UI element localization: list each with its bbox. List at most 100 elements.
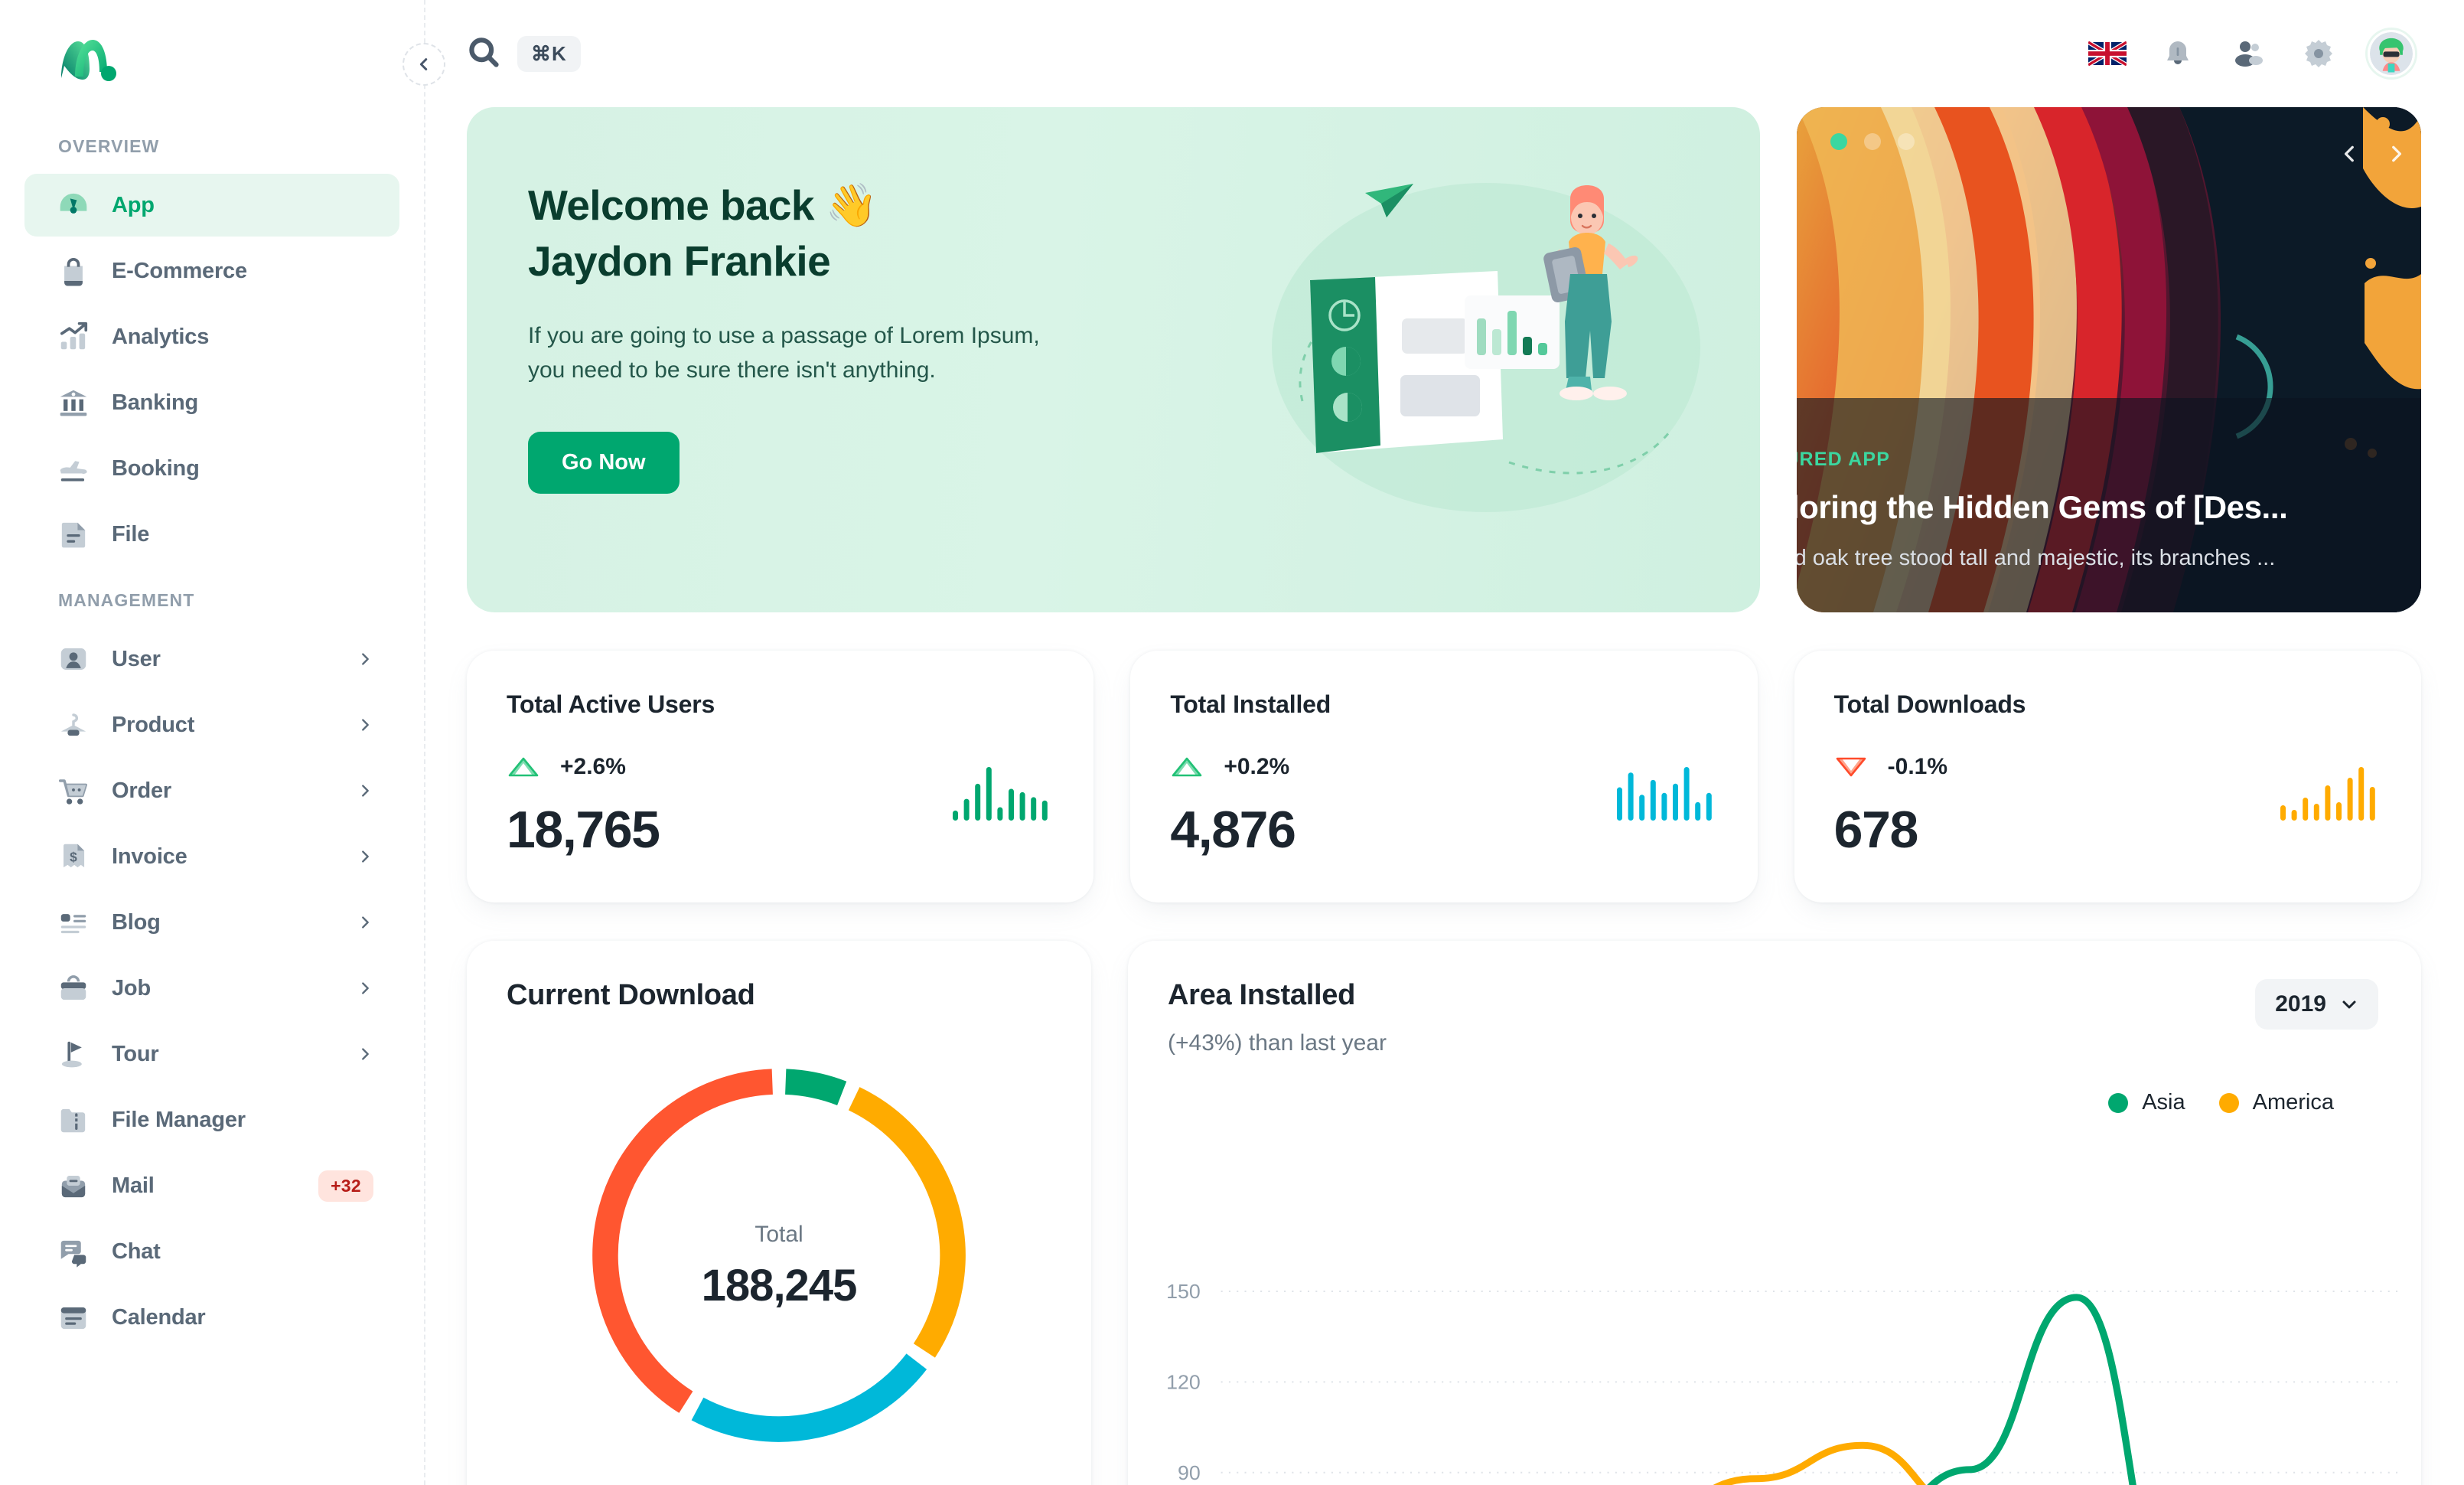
- topbar: ⌘K: [425, 0, 2464, 107]
- sidebar-item-label: Tour: [112, 1041, 159, 1066]
- kpi-card-total-active-users: Total Active Users +2.6% 18,765: [467, 651, 1094, 902]
- kpi-card-total-installed: Total Installed +0.2% 4,876: [1130, 651, 1758, 902]
- sidebar-item-mail[interactable]: Mail +32: [24, 1154, 399, 1217]
- carousel-dot-3[interactable]: [1898, 133, 1915, 150]
- sidebar-item-chat[interactable]: Chat: [24, 1220, 399, 1283]
- minimal-logo-icon: [61, 40, 116, 81]
- sidebar-item-label: Calendar: [112, 1304, 206, 1330]
- search-shortcut-badge: ⌘K: [517, 35, 581, 72]
- carousel-dot-2[interactable]: [1864, 133, 1881, 150]
- sidebar-item-label: Chat: [112, 1239, 161, 1264]
- nav-section-overview-label: OVERVIEW: [58, 136, 160, 156]
- featured-kicker: FEATURED APP: [1797, 449, 1891, 470]
- trend-down-icon: [1834, 756, 1868, 778]
- sidebar-item-file-manager[interactable]: File Manager: [24, 1088, 399, 1151]
- svg-text:120: 120: [1166, 1371, 1201, 1394]
- chart-legend: Asia America: [1168, 1090, 2378, 1115]
- sidebar-item-label: App: [112, 192, 155, 217]
- chevron-right-icon: [357, 914, 373, 931]
- user-icon: [54, 639, 93, 679]
- sidebar-item-booking[interactable]: Booking: [24, 437, 399, 500]
- sidebar-item-product[interactable]: Product: [24, 694, 399, 756]
- bell-notification-icon[interactable]: [2156, 32, 2199, 75]
- sidebar-item-file[interactable]: File: [24, 503, 399, 566]
- featured-description: The old oak tree stood tall and majestic…: [1797, 546, 2276, 570]
- booking-plane-icon: [54, 449, 93, 488]
- kpi-sparkline: [2277, 762, 2377, 824]
- charts-row: Current Download Total 188,245 Area Inst…: [467, 941, 2421, 1485]
- dashboard-content: Welcome back 👋 Jaydon Frankie If you are…: [425, 107, 2464, 1485]
- top-row: Welcome back 👋 Jaydon Frankie If you are…: [467, 107, 2421, 612]
- file-document-icon: [54, 514, 93, 554]
- sidebar-item-tour[interactable]: Tour: [24, 1023, 399, 1085]
- carousel-arrows[interactable]: [2340, 144, 2406, 164]
- chevron-right-icon: [357, 651, 373, 667]
- area-header: Area Installed (+43%) than last year 201…: [1168, 979, 2378, 1056]
- kpi-percent: +2.6%: [560, 754, 626, 779]
- sidebar-item-label: Analytics: [112, 324, 210, 349]
- kpi-percent: +0.2%: [1224, 754, 1290, 779]
- sidebar-item-invoice[interactable]: $ Invoice: [24, 825, 399, 888]
- sidebar-item-label: User: [112, 646, 161, 671]
- main-content: ⌘K: [425, 0, 2464, 1485]
- area-line-chart: 6090120150: [1128, 1278, 2421, 1485]
- chevron-right-icon: [357, 980, 373, 997]
- current-download-title: Current Download: [507, 979, 755, 1011]
- sidebar-item-label: Blog: [112, 909, 161, 935]
- year-select-button[interactable]: 2019: [2255, 979, 2378, 1030]
- sidebar-item-label: Invoice: [112, 844, 187, 869]
- chevron-right-icon: [357, 848, 373, 865]
- chevron-right-icon: [357, 782, 373, 799]
- search-button[interactable]: ⌘K: [467, 35, 581, 73]
- sidebar-item-job[interactable]: Job: [24, 957, 399, 1020]
- search-icon: [467, 35, 500, 73]
- avatar[interactable]: [2368, 30, 2415, 77]
- contacts-icon[interactable]: [2227, 32, 2270, 75]
- welcome-greeting: Welcome back 👋: [528, 181, 878, 229]
- welcome-name: Jaydon Frankie: [528, 237, 831, 285]
- legend-item-asia[interactable]: Asia: [2108, 1090, 2185, 1115]
- featured-app-carousel[interactable]: FEATURED APP Exploring the Hidden Gems o…: [1797, 107, 2421, 612]
- kpi-value: 18,765: [507, 801, 660, 859]
- sidebar-item-banking[interactable]: Banking: [24, 371, 399, 434]
- welcome-description: If you are going to use a passage of Lor…: [528, 323, 1040, 383]
- donut-chart: Total 188,245: [507, 1058, 1051, 1453]
- trend-up-icon: [507, 756, 540, 778]
- sidebar-collapse-button[interactable]: [403, 43, 445, 86]
- product-hanger-icon: [54, 705, 93, 745]
- sidebar-item-label: Mail: [112, 1173, 155, 1198]
- mail-badge: +32: [318, 1170, 373, 1202]
- kpi-card-total-downloads: Total Downloads -0.1% 678: [1794, 651, 2421, 902]
- kpi-trend: +0.2%: [1170, 754, 1717, 780]
- dashboard-icon: [54, 185, 93, 225]
- sidebar-item-order[interactable]: Order: [24, 759, 399, 822]
- legend-item-america[interactable]: America: [2218, 1090, 2334, 1115]
- carousel-dots[interactable]: [1830, 133, 1915, 150]
- tour-flag-icon: [54, 1034, 93, 1074]
- flag-uk-icon[interactable]: [2086, 32, 2129, 75]
- settings-gear-icon[interactable]: [2297, 32, 2340, 75]
- area-installed-title: Area Installed: [1168, 979, 1356, 1011]
- chevron-right-icon: [357, 1046, 373, 1062]
- sidebar-item-app[interactable]: App: [24, 174, 399, 237]
- sidebar-item-e-commerce[interactable]: E-Commerce: [24, 240, 399, 302]
- carousel-next-icon[interactable]: [2386, 144, 2406, 164]
- legend-dot: [2218, 1092, 2239, 1113]
- sidebar-item-user[interactable]: User: [24, 628, 399, 690]
- sidebar-item-label: File: [112, 521, 150, 547]
- svg-text:$: $: [70, 850, 77, 865]
- sidebar-item-calendar[interactable]: Calendar: [24, 1286, 399, 1349]
- go-now-button[interactable]: Go Now: [528, 431, 680, 494]
- sidebar-item-blog[interactable]: Blog: [24, 891, 399, 954]
- featured-title[interactable]: Exploring the Hidden Gems of [Des...: [1797, 489, 2288, 525]
- sidebar-item-label: Order: [112, 778, 171, 803]
- carousel-dot-1[interactable]: [1830, 133, 1847, 150]
- kpi-title: Total Installed: [1170, 690, 1331, 718]
- sidebar-item-analytics[interactable]: Analytics: [24, 305, 399, 368]
- kpi-value: 4,876: [1170, 801, 1296, 859]
- carousel-prev-icon[interactable]: [2340, 144, 2360, 164]
- brand-logo[interactable]: [24, 0, 399, 115]
- legend-dot: [2108, 1092, 2129, 1113]
- area-title-block: Area Installed (+43%) than last year: [1168, 979, 1387, 1056]
